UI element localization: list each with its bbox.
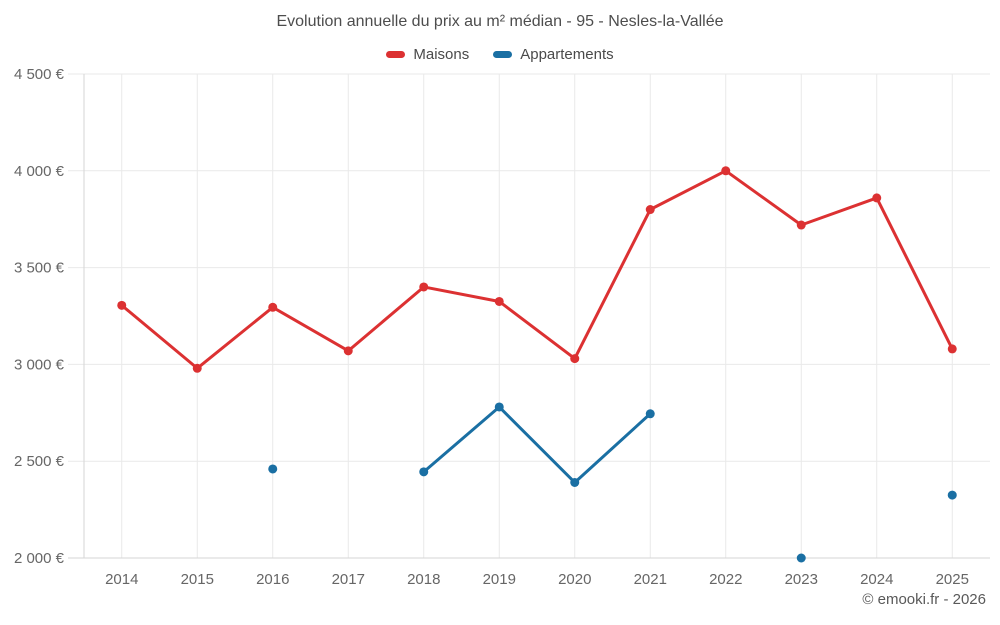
data-point-maisons-2024[interactable] (872, 193, 882, 203)
x-axis-label: 2023 (785, 571, 818, 588)
data-point-appartements-2025[interactable] (947, 490, 957, 500)
x-axis-label: 2025 (936, 571, 969, 588)
data-point-appartements-2018[interactable] (419, 467, 429, 477)
chart-title: Evolution annuelle du prix au m² médian … (276, 13, 724, 30)
x-axis-label: 2019 (483, 571, 516, 588)
x-axis-label: 2024 (860, 571, 893, 588)
x-axis-label: 2018 (407, 571, 440, 588)
data-point-maisons-2023[interactable] (796, 220, 806, 230)
x-axis-label: 2020 (558, 571, 591, 588)
data-point-appartements-2016[interactable] (268, 464, 278, 474)
legend-label-appartements: Appartements (520, 46, 614, 63)
y-axis-label: 2 500 € (14, 453, 65, 470)
data-point-maisons-2015[interactable] (192, 363, 202, 373)
x-axis-label: 2015 (181, 571, 214, 588)
data-point-maisons-2019[interactable] (494, 296, 504, 306)
legend-item-maisons[interactable]: Maisons (386, 46, 469, 63)
x-axis-label: 2014 (105, 571, 138, 588)
x-axis-label: 2021 (634, 571, 667, 588)
y-axis-label: 4 000 € (14, 163, 65, 180)
maisons-series-color-marker (386, 51, 406, 58)
series-line-appartements (422, 405, 652, 484)
y-axis-label: 2 000 € (14, 550, 65, 567)
data-point-maisons-2022[interactable] (721, 166, 731, 176)
legend-label-maisons: Maisons (413, 46, 470, 63)
copyright-text: © emooki.fr - 2026 (862, 591, 986, 608)
x-axis-label: 2022 (709, 571, 742, 588)
data-point-maisons-2020[interactable] (570, 354, 580, 364)
series-line-maisons (120, 169, 954, 370)
data-point-appartements-2020[interactable] (570, 477, 580, 487)
x-axis-label: 2017 (332, 571, 365, 588)
data-point-maisons-2018[interactable] (419, 282, 429, 292)
data-point-maisons-2017[interactable] (343, 346, 353, 356)
y-axis-label: 3 500 € (14, 260, 65, 277)
data-point-appartements-2021[interactable] (645, 409, 655, 419)
data-point-maisons-2014[interactable] (117, 300, 127, 310)
data-point-appartements-2019[interactable] (494, 402, 504, 412)
x-axis-label: 2016 (256, 571, 289, 588)
y-axis-label: 3 000 € (14, 356, 65, 373)
data-point-maisons-2025[interactable] (947, 344, 957, 354)
data-point-appartements-2023[interactable] (796, 553, 806, 563)
chart-legend: Maisons Appartements (0, 46, 1000, 63)
appartements-series-color-marker (493, 51, 513, 58)
data-point-maisons-2021[interactable] (645, 205, 655, 215)
data-point-maisons-2016[interactable] (268, 302, 278, 312)
legend-item-appartements[interactable]: Appartements (493, 46, 614, 63)
y-axis-label: 4 500 € (14, 66, 65, 83)
